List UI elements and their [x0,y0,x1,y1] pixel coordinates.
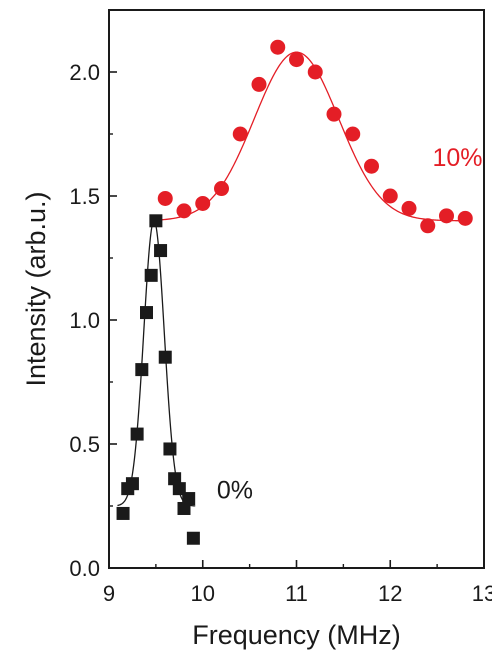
square-marker [172,482,186,496]
series-label: 10% [432,144,482,172]
circle-marker [364,158,379,174]
axis-ticks [108,9,485,569]
square-marker [154,244,168,258]
square-marker [163,442,177,456]
square-marker [149,214,163,228]
square-marker [182,492,196,506]
circle-marker [232,126,248,142]
x-axis-title: Frequency (MHz) [192,620,401,650]
square-marker [144,268,158,282]
square-marker [130,427,144,441]
circle-marker [289,52,304,68]
square-marker [168,472,182,486]
x-tick-label: 10 [191,581,215,606]
square-marker [140,306,153,320]
x-tick-label: 9 [103,581,115,606]
plot-frame [108,9,485,569]
circle-marker [420,218,436,234]
series-labels: 0% 10% [217,144,483,504]
square-marker [186,531,200,545]
circle-marker [439,208,454,224]
circle-marker [326,106,342,122]
square-marker [158,350,172,364]
square-marker [177,501,191,515]
x-tick-label: 12 [378,581,402,606]
x-tick-label: 13 [472,581,492,606]
tick-labels: 9 10 11 12 13 0.0 0.5 1.0 1.5 2.0 [69,60,492,606]
circle-marker [307,64,323,80]
square-marker [135,363,149,377]
y-tick-label: 0.5 [69,432,100,457]
circle-marker [176,203,192,219]
square-marker [125,477,139,491]
circle-marker [401,200,417,216]
y-tick-label: 0.0 [69,556,100,581]
series-label: 0% [217,477,253,505]
y-tick-label: 1.0 [69,308,100,333]
circle-marker [345,126,361,142]
x-tick-label: 11 [285,581,308,606]
circle-marker [270,39,286,55]
circle-marker [457,210,473,226]
y-tick-label: 1.5 [69,184,100,209]
square-marker [116,506,130,520]
fit-curves [117,51,468,507]
circle-marker [195,195,211,211]
y-axis-title: Intensity (arb.u.) [21,191,51,386]
data-markers [116,39,473,545]
circle-marker [251,76,267,92]
y-tick-label: 2.0 [69,60,100,85]
circle-marker [157,190,173,206]
circle-marker [214,181,229,197]
fit-curve-0 [117,220,196,507]
circle-marker [382,188,398,204]
